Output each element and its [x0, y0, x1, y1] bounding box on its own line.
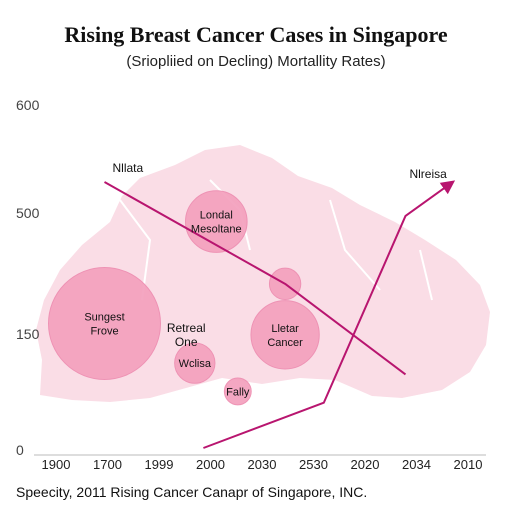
bubble-5	[223, 377, 252, 406]
y-tick-label: 500	[16, 205, 40, 221]
x-tick-label: 2000	[196, 457, 225, 472]
chart-title: Rising Breast Cancer Cases in Singapore	[64, 22, 448, 47]
x-tick-label: 2530	[299, 457, 328, 472]
bubble-label: Fally	[226, 386, 250, 398]
chart-annotation: Retreal	[167, 321, 206, 335]
x-tick-label: 2034	[402, 457, 431, 472]
series-lines	[104, 180, 456, 449]
x-tick-label: 2030	[248, 457, 277, 472]
x-tick-label: 2020	[351, 457, 380, 472]
y-tick-label: 0	[16, 442, 24, 458]
bubble-label: Londal	[200, 210, 233, 222]
x-tick-label: 1700	[93, 457, 122, 472]
bubble-4	[174, 342, 216, 384]
series-label: Nllata	[113, 161, 144, 175]
y-tick-label: 150	[16, 326, 40, 342]
bubble-label: Mesoltane	[191, 224, 242, 236]
tick-labels: 600 500 150 0 1900 1700 1999 2000 2030 2530 2020 20…	[16, 97, 482, 472]
bubble-label: Frove	[90, 325, 118, 337]
bubbles	[48, 190, 320, 406]
bubble-label: Cancer	[267, 337, 303, 349]
series-line-0	[104, 181, 407, 376]
x-tick-label: 1999	[145, 457, 174, 472]
x-tick-label: 2010	[454, 457, 483, 472]
chart-subtitle: (Sriopliied on Decling) Mortallity Rates…	[126, 53, 386, 70]
bubble-label: Wclisa	[179, 358, 212, 370]
bubble-label: Lletar	[271, 323, 299, 335]
y-tick-label: 600	[16, 97, 40, 113]
bubble-2	[250, 300, 320, 370]
chart-footer-note: Speecity, 2011 Rising Cancer Canapr of S…	[16, 484, 368, 500]
x-tick-label: 1900	[42, 457, 71, 472]
bubble-0	[48, 266, 161, 380]
chart-labels: Sungest Frove Londal Mesoltane Lletar Cancer W…	[84, 161, 447, 398]
bubble-label: Sungest	[84, 311, 124, 323]
series-line-1	[203, 180, 456, 449]
chart-annotation: One	[175, 335, 198, 349]
series-label: Nlreisa	[409, 167, 447, 181]
